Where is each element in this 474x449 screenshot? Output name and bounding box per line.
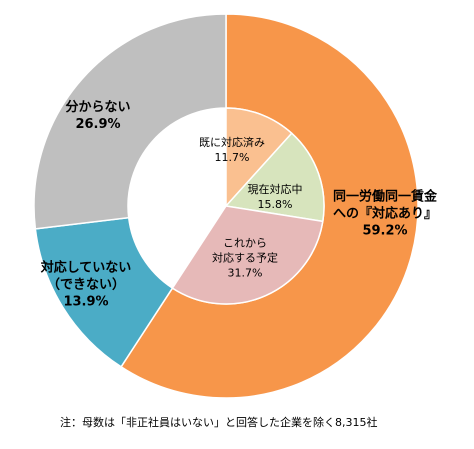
slice-korekara-taiou-label: これから	[223, 237, 267, 250]
slice-genzai-taiouchuu-value: 15.8%	[258, 198, 293, 211]
slice-taiou-shiteinai-value: 13.9%	[63, 295, 108, 310]
slice-taiou-ari-label: 同一労働同一賃金	[333, 189, 438, 205]
slice-korekara-taiou	[171, 205, 324, 305]
slice-sude-ni-taiou-zumi-label: 既に対応済み	[199, 135, 265, 149]
slice-genzai-taiouchuu-label: 現在対応中	[248, 182, 303, 196]
slice-taiou-shiteinai-label: （できない）	[47, 277, 125, 293]
slice-taiou-ari-value: 59.2%	[362, 224, 407, 239]
slice-taiou-shiteinai-label: 対応していない	[40, 260, 132, 276]
slice-wakaranai-label: 分からない	[65, 99, 130, 115]
slice-wakaranai-value: 26.9%	[75, 117, 120, 132]
slice-genzai-taiouchuu	[224, 132, 325, 223]
footnote: 注：母数は「非正社員はいない」と回答した企業を除く8,315社	[60, 416, 378, 429]
slice-korekara-taiou-label: 対応する予定	[212, 251, 278, 265]
slice-taiou-ari-label: への『対応あり』	[333, 206, 437, 222]
slice-korekara-taiou-value: 31.7%	[228, 267, 263, 280]
slice-sude-ni-taiou-zumi-value: 11.7%	[215, 151, 250, 164]
slice-sude-ni-taiou-zumi	[225, 107, 293, 208]
